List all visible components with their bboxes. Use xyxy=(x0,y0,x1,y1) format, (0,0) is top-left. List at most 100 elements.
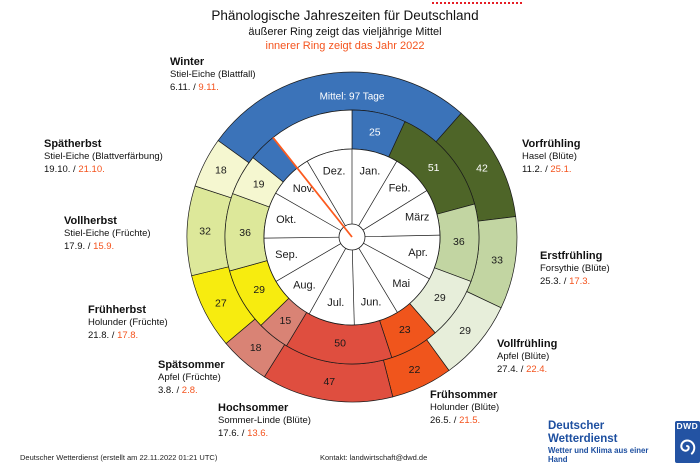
season-annotation-winter: Winter Stiel-Eiche (Blattfall) 6.11. / 9.1… xyxy=(170,56,256,94)
season-plant: Sommer-Linde (Blüte) xyxy=(218,415,311,426)
season-annotation-spaetsommer: Spätsommer Apfel (Früchte) 3.8. / 2.8. xyxy=(158,359,225,397)
inner-ring-value-hochsommer-5: 50 xyxy=(334,337,346,349)
season-dates: 3.8. / 2.8. xyxy=(158,384,198,396)
season-annotation-fruehsommer: Frühsommer Holunder (Blüte) 26.5. / 21.5. xyxy=(430,389,499,427)
inner-ring-value-erstfruehling-2: 36 xyxy=(453,236,465,248)
season-name: Frühherbst xyxy=(88,304,147,316)
inner-ring-value-vollherbst-8: 36 xyxy=(239,227,251,239)
season-dates: 17.9. / 15.9. xyxy=(64,240,115,252)
season-name: Vorfrühling xyxy=(522,138,581,150)
season-name: Spätsommer xyxy=(158,359,225,371)
date-mittel: 6.11. xyxy=(170,81,191,93)
season-plant: Stiel-Eiche (Blattfall) xyxy=(170,69,256,80)
season-dates: 19.10. / 21.10. xyxy=(44,163,105,175)
red-dotted-line xyxy=(432,2,522,4)
month-label-feb-: Feb. xyxy=(389,182,411,194)
outer-ring-value-vorfruehling: 42 xyxy=(476,162,488,174)
inner-ring-value-vollfruehling-3: 29 xyxy=(434,292,446,304)
season-annotation-spaetherbst: Spätherbst Stiel-Eiche (Blattverfärbung) 1… xyxy=(44,138,163,176)
month-boundary-line xyxy=(363,242,430,280)
month-label-nov-: Nov. xyxy=(293,183,315,195)
date-2022: 15.9. xyxy=(93,240,115,252)
date-mittel: 27.4. xyxy=(497,363,519,375)
subtitle-outer-ring: äußerer Ring zeigt das vieljährige Mitte… xyxy=(248,26,442,38)
subtitle-inner-ring: innerer Ring zeigt das Jahr 2022 xyxy=(265,40,425,52)
date-2022: 21.5. xyxy=(459,414,481,426)
season-dates: 21.8. / 17.8. xyxy=(88,329,139,341)
outer-ring-value-hochsommer: 47 xyxy=(323,376,335,388)
date-mittel: 25.3. xyxy=(540,275,562,287)
season-name: Erstfrühling xyxy=(540,250,603,262)
current-date-marker-line xyxy=(272,137,353,238)
footer-contact-text: Kontakt: landwirtschaft@dwd.de xyxy=(320,453,428,462)
season-annotation-fruehherbst: Frühherbst Holunder (Früchte) 21.8. / 17.8… xyxy=(88,304,168,342)
month-boundary-line xyxy=(362,190,427,231)
date-mittel: 19.10. xyxy=(44,163,71,175)
season-dates: 26.5. / 21.5. xyxy=(430,414,481,426)
date-mittel: 17.6. xyxy=(218,427,240,439)
month-label-jun-: Jun. xyxy=(361,296,382,308)
outer-ring-value-spaetherbst: 18 xyxy=(215,165,227,177)
month-boundary-line xyxy=(364,234,441,238)
season-name: Winter xyxy=(170,56,205,68)
dwd-logo-name: Deutscher Wetterdienst xyxy=(548,420,618,445)
inner-ring-value-spaetherbst-9: 19 xyxy=(253,179,265,191)
season-dates: 25.3. / 17.3. xyxy=(540,275,591,287)
month-boundary-line xyxy=(308,248,347,315)
date-2022: 2.8. xyxy=(181,384,198,396)
season-plant: Holunder (Blüte) xyxy=(430,402,500,413)
season-dates: 11.2. / 25.1. xyxy=(522,163,572,175)
date-2022: 21.10. xyxy=(78,163,105,175)
outer-ring-value-vollfruehling: 29 xyxy=(459,325,471,337)
date-mittel: 21.8. xyxy=(88,329,110,341)
season-plant: Apfel (Blüte) xyxy=(497,351,550,362)
season-plant: Hasel (Blüte) xyxy=(522,151,577,162)
season-name: Hochsommer xyxy=(218,402,289,414)
date-2022: 13.6. xyxy=(247,427,269,439)
outer-ring-mittel-note: Mittel: 97 Tage xyxy=(320,92,385,103)
month-boundary-line xyxy=(358,247,398,313)
outer-ring-value-vollherbst: 32 xyxy=(199,225,211,237)
date-2022: 17.8. xyxy=(117,329,139,341)
season-plant: Stiel-Eiche (Blattverfärbung) xyxy=(44,151,163,162)
season-name: Vollherbst xyxy=(64,215,117,227)
date-2022: 9.11. xyxy=(198,81,219,93)
month-label-jul-: Jul. xyxy=(327,297,344,309)
date-2022: 22.4. xyxy=(526,363,548,375)
month-boundary-line xyxy=(351,249,355,326)
season-annotation-hochsommer: Hochsommer Sommer-Linde (Blüte) 17.6. / 13… xyxy=(218,402,311,440)
month-label-sep-: Sep. xyxy=(275,249,298,261)
outer-ring-value-erstfruehling: 33 xyxy=(491,254,503,266)
season-name: Frühsommer xyxy=(430,389,498,401)
inner-ring-value-fruehsommer-4: 23 xyxy=(399,324,411,336)
header: Phänologische Jahreszeiten für Deutschla… xyxy=(0,0,690,52)
dwd-logo-mark: DWD xyxy=(674,421,700,463)
footer-created-text: Deutscher Wetterdienst (erstellt am 22.1… xyxy=(20,453,218,462)
season-annotation-erstfruehling: Erstfrühling Forsythie (Blüte) 25.3. / 17.… xyxy=(540,250,610,288)
month-label-apr-: Apr. xyxy=(408,247,428,259)
season-plant: Forsythie (Blüte) xyxy=(540,263,610,274)
month-label-okt-: Okt. xyxy=(276,214,296,226)
season-dates: 27.4. / 22.4. xyxy=(497,363,548,375)
date-mittel: 3.8. xyxy=(158,384,174,396)
season-plant: Holunder (Früchte) xyxy=(88,317,168,328)
season-plant: Stiel-Eiche (Früchte) xyxy=(64,228,151,239)
month-label-mai: Mai xyxy=(392,278,410,290)
month-label-jan-: Jan. xyxy=(360,165,381,177)
month-label-aug-: Aug. xyxy=(293,280,316,292)
season-name: Spätherbst xyxy=(44,138,102,150)
month-boundary-line xyxy=(275,243,341,282)
month-boundary-line xyxy=(358,161,398,226)
month-label-dez-: Dez. xyxy=(323,165,346,177)
season-annotation-vollherbst: Vollherbst Stiel-Eiche (Früchte) 17.9. / 1… xyxy=(64,215,151,253)
date-mittel: 26.5. xyxy=(430,414,452,426)
dwd-logo-words: Deutscher Wetterdienst Wetter und Klima … xyxy=(548,420,669,464)
season-dates: 17.6. / 13.6. xyxy=(218,427,269,439)
outer-ring-value-spaetsommer: 18 xyxy=(250,342,262,354)
page-title: Phänologische Jahreszeiten für Deutschla… xyxy=(211,8,479,23)
inner-ring-value-fruehherbst-7: 29 xyxy=(253,284,265,296)
outer-ring-value-fruehherbst: 27 xyxy=(215,298,227,310)
dwd-logo-tagline: Wetter und Klima aus einer Hand xyxy=(548,446,649,464)
